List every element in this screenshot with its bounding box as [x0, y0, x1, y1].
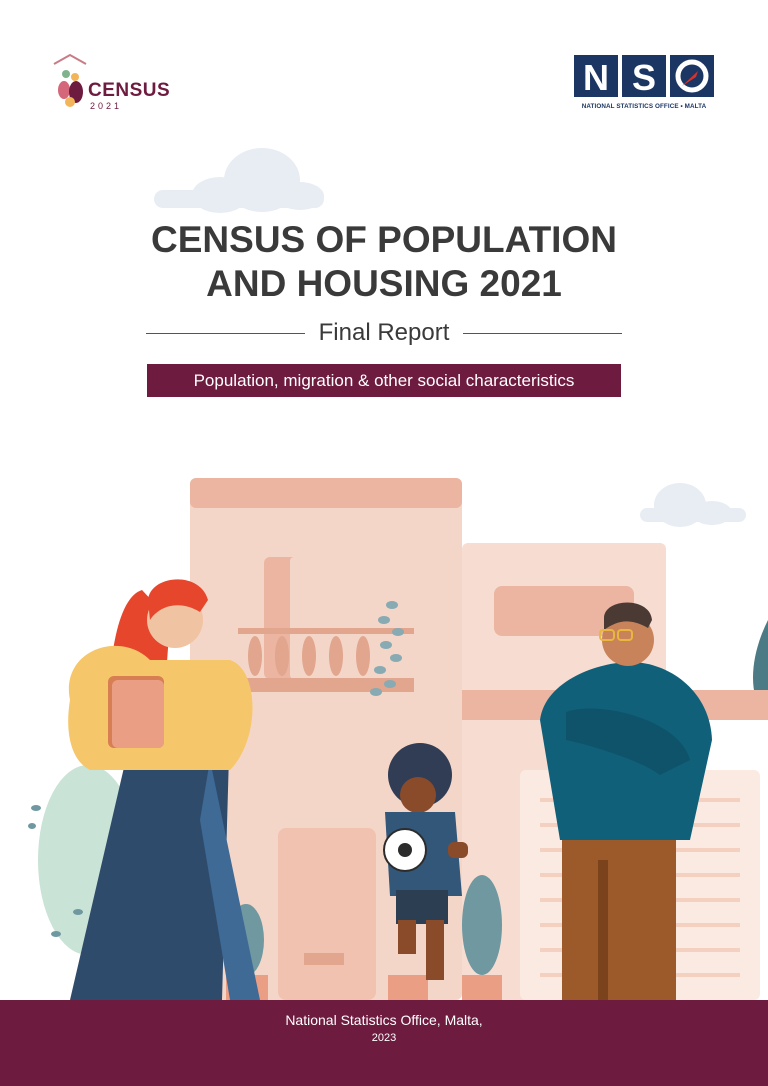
- footer-bar: [0, 1000, 768, 1086]
- nso-logo-subtitle: NATIONAL STATISTICS OFFICE • MALTA: [581, 103, 707, 110]
- census-logo-text: CENSUS: [88, 80, 171, 101]
- hanging-plant: [370, 601, 404, 696]
- nso-logo-icon: N S: [574, 55, 714, 98]
- cloud-right: [640, 483, 746, 527]
- man-figure: [540, 602, 712, 1000]
- footer-year: 2023: [371, 1032, 397, 1044]
- footer-organisation: National Statistics Office, Malta,: [285, 1012, 483, 1028]
- boy-figure: [383, 743, 468, 980]
- census-logo-icon: [53, 53, 87, 107]
- divider-left: [146, 332, 305, 334]
- cloud-top: [154, 148, 324, 213]
- svg-text:N: N: [583, 57, 609, 98]
- svg-text:S: S: [632, 57, 656, 98]
- census-logo-year: 2021: [90, 101, 123, 111]
- report-title-text: CENSUS OF POPULATION AND HOUSING 2021: [151, 219, 617, 304]
- report-subtitle: Final Report: [318, 319, 450, 346]
- divider-right: [463, 332, 623, 334]
- subtitle-row: Final Report: [146, 317, 623, 349]
- woman-figure: [68, 579, 260, 1000]
- cover-illustration: [28, 148, 768, 1000]
- report-title: CENSUS OF POPULATION AND HOUSING 2021: [0, 218, 768, 306]
- topic-banner: Population, migration & other social cha…: [147, 364, 621, 397]
